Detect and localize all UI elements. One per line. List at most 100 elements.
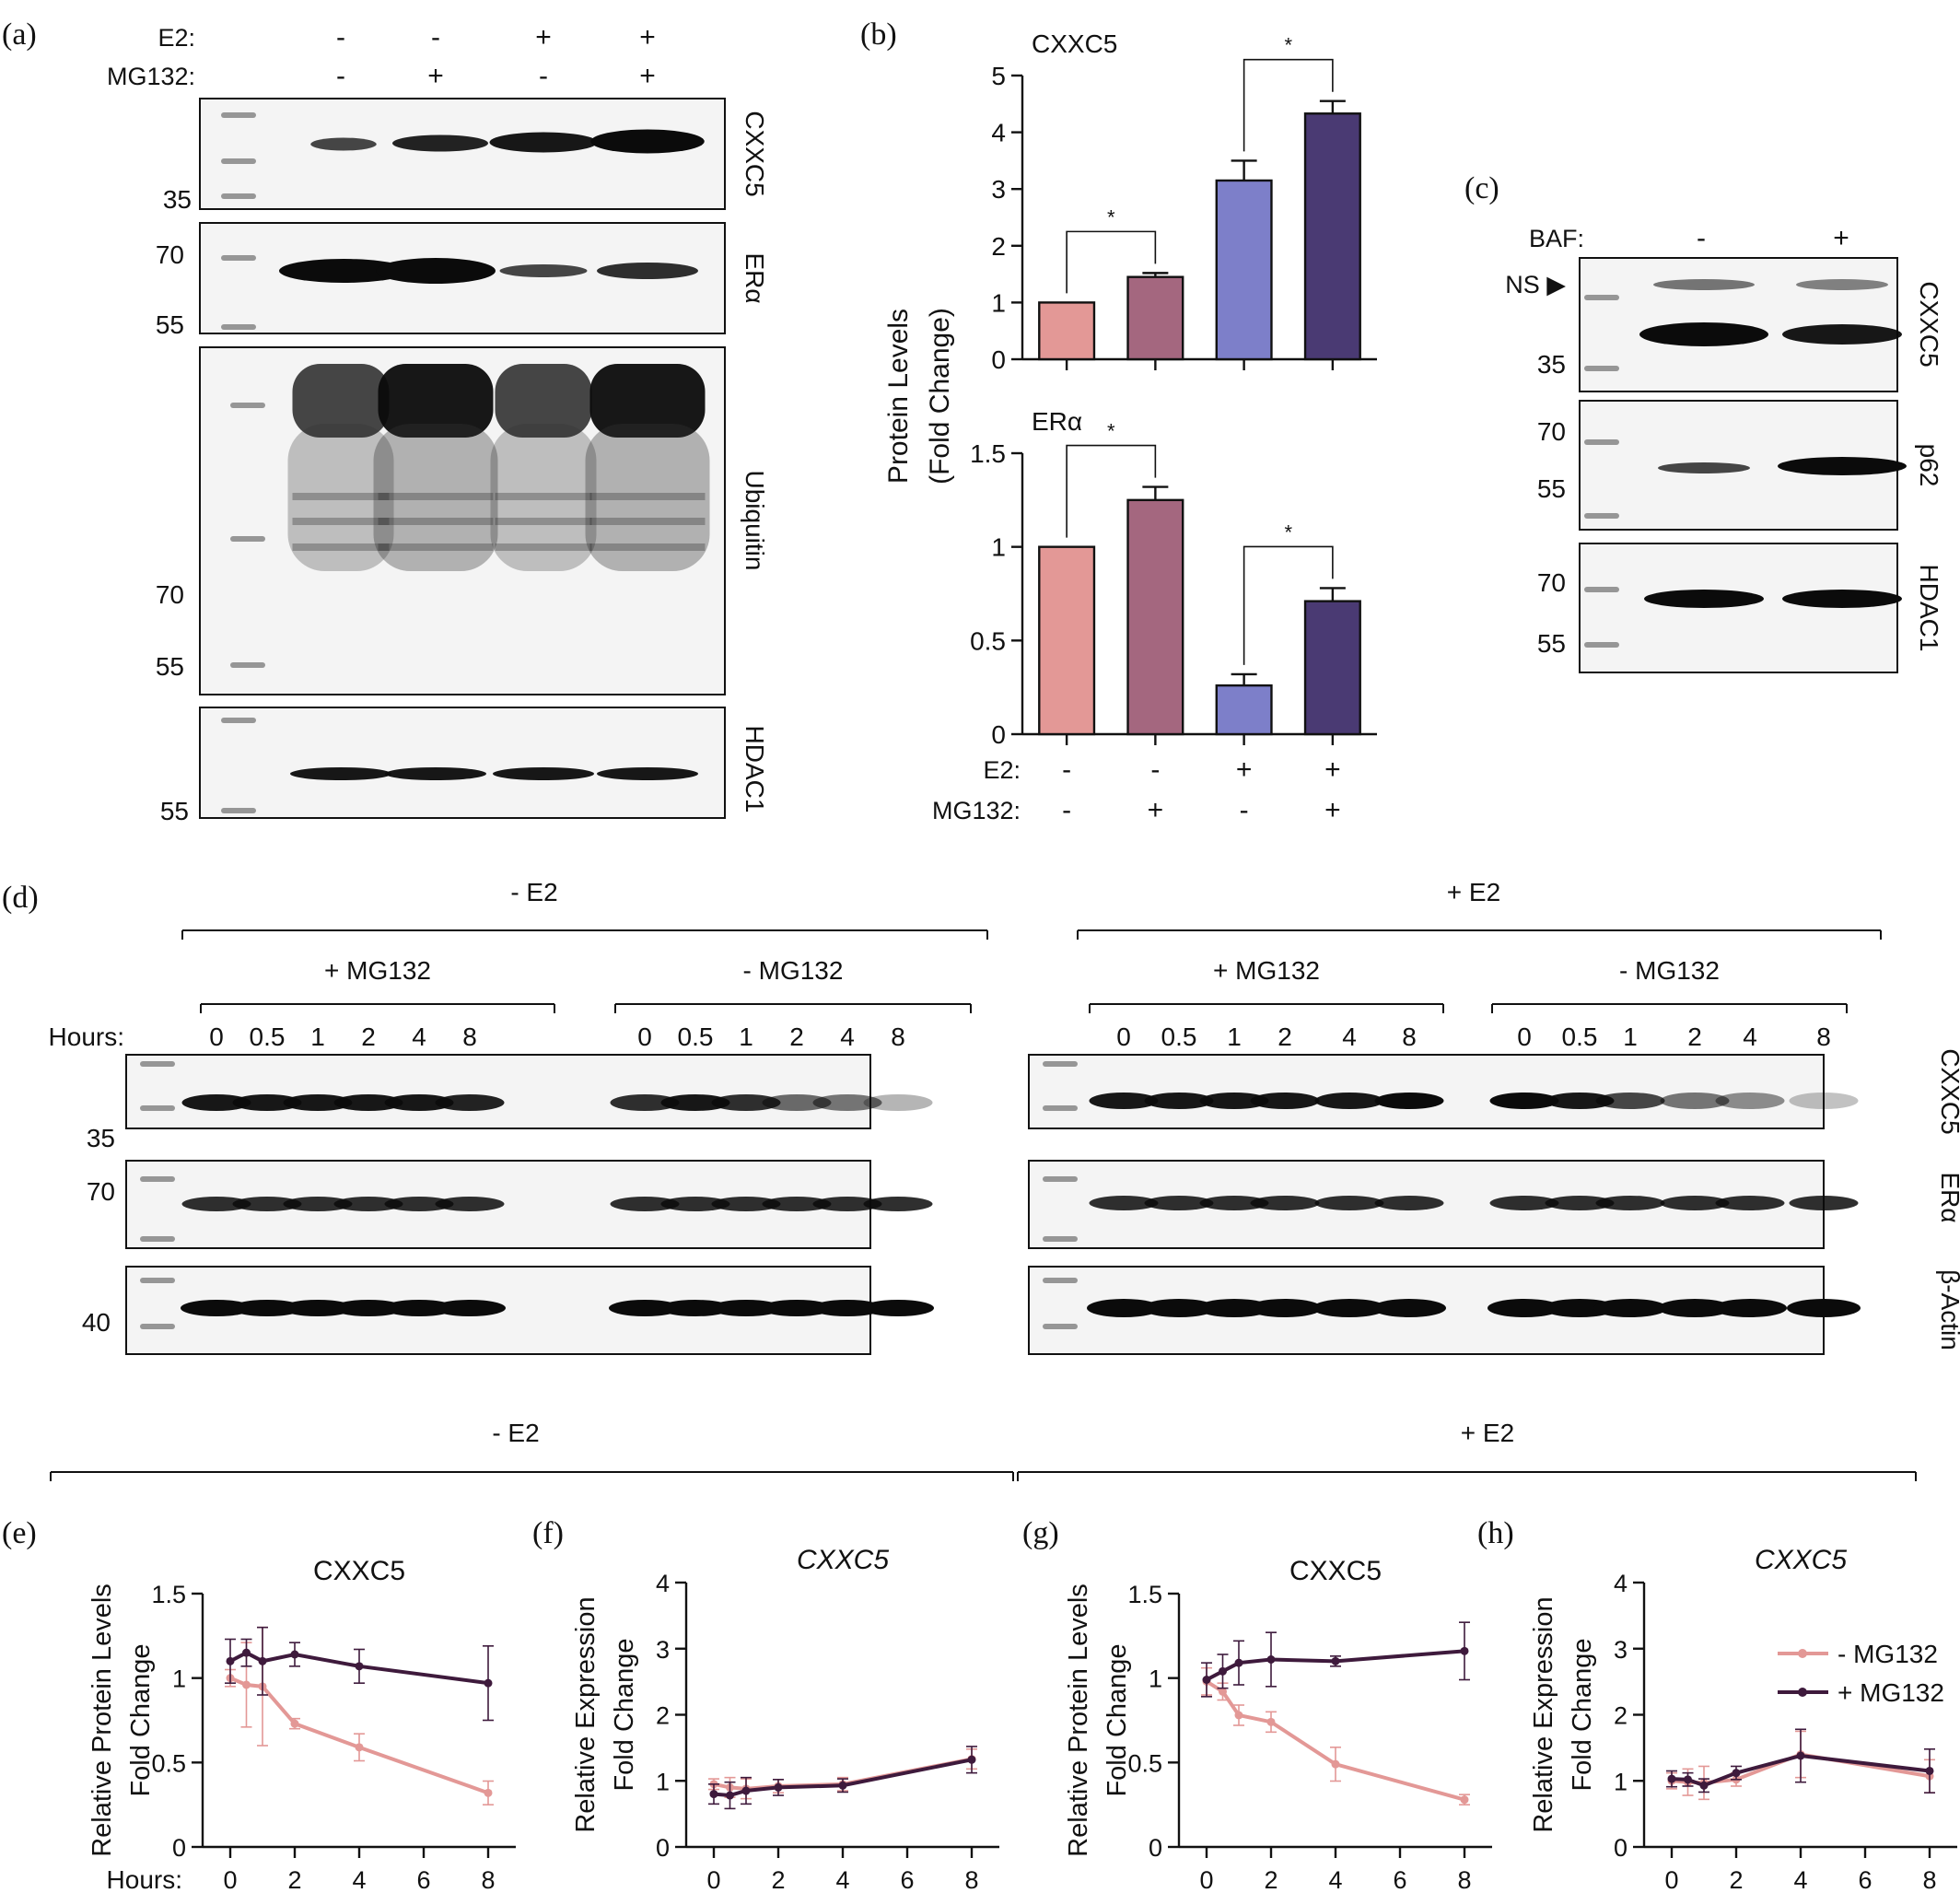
significance-star: * — [1107, 205, 1115, 228]
data-point — [1331, 1759, 1340, 1769]
marker: 55 — [156, 310, 184, 339]
smear-band — [495, 543, 592, 551]
y-tick-label: 3 — [1614, 1636, 1628, 1664]
band — [1660, 1093, 1730, 1109]
band — [1639, 322, 1768, 346]
band — [1087, 1299, 1161, 1317]
treat-label-baf: BAF: — [1529, 225, 1584, 252]
data-point — [774, 1782, 783, 1792]
y-axis-label: Fold Change — [610, 1638, 639, 1791]
hour-tick: 8 — [891, 1022, 905, 1051]
bar — [1303, 112, 1361, 361]
band — [310, 137, 377, 151]
band — [1778, 457, 1907, 475]
ladder-mark — [230, 536, 265, 542]
band — [1787, 1299, 1861, 1317]
band — [762, 1197, 832, 1211]
marker: 70 — [1537, 417, 1566, 446]
hour-tick: 0.5 — [678, 1022, 714, 1051]
band — [1250, 1196, 1320, 1210]
band — [1715, 1093, 1785, 1109]
ladder-mark — [1043, 1324, 1078, 1329]
band — [863, 1094, 933, 1111]
chart-title: CXXC5 — [313, 1556, 405, 1586]
hour-tick: 1 — [739, 1022, 753, 1051]
blot-label: CXXC5 — [741, 111, 769, 196]
panel-letter-d: (d) — [2, 881, 39, 915]
hour-tick: 2 — [1687, 1022, 1702, 1051]
y-tick-label: 1 — [1149, 1665, 1162, 1693]
blot-d-cxxc5 — [1028, 1054, 1825, 1129]
smear — [490, 424, 597, 571]
band — [1144, 1093, 1214, 1109]
ladder-mark — [221, 808, 256, 813]
y-tick-label: 1 — [172, 1665, 186, 1693]
ladder-mark — [1584, 439, 1619, 445]
ladder-mark — [140, 1236, 175, 1242]
hour-tick: 0 — [209, 1022, 224, 1051]
ns-label: NS ▶ — [1505, 271, 1566, 298]
y-axis-label: Fold Change — [126, 1643, 156, 1796]
chart-title: CXXC5 — [797, 1545, 889, 1575]
band — [1658, 1299, 1732, 1317]
data-point — [1234, 1711, 1243, 1720]
data-point — [226, 1656, 235, 1665]
band — [1089, 1196, 1159, 1210]
marker: 55 — [1537, 474, 1566, 503]
band — [489, 132, 598, 153]
y-tick-label: 0 — [991, 345, 1006, 374]
band — [1314, 1093, 1384, 1109]
data-point — [1266, 1655, 1276, 1664]
band — [1595, 1093, 1665, 1109]
marker: 55 — [160, 797, 189, 825]
smear — [589, 364, 706, 438]
data-point — [741, 1786, 751, 1795]
band — [1089, 1093, 1159, 1109]
sign-mg132: - — [336, 61, 345, 91]
y-tick-label: 1 — [1614, 1768, 1628, 1795]
ladder-mark — [221, 193, 256, 199]
x-tick-label: 8 — [1457, 1866, 1471, 1893]
data-point — [1796, 1751, 1805, 1760]
data-point — [1266, 1717, 1276, 1726]
band — [1489, 1093, 1559, 1109]
ladder-mark — [1043, 1236, 1078, 1242]
bar — [1038, 545, 1096, 736]
x-tick-label: 0 — [223, 1866, 237, 1893]
hour-tick: 8 — [462, 1022, 477, 1051]
x-row-sign: + — [1324, 754, 1341, 785]
smear-band — [589, 518, 706, 525]
band — [333, 1197, 403, 1211]
bar — [1126, 498, 1184, 736]
ladder-mark — [221, 158, 256, 164]
ladder-mark — [1584, 587, 1619, 592]
line-chart: 0 1 2 3 4 0 2 4 6 8 CXXC5 Relative Expression Fold C… — [571, 1545, 999, 1893]
band — [710, 1300, 782, 1316]
y-tick-label: 4 — [656, 1570, 670, 1597]
hour-tick: 0.5 — [1161, 1022, 1197, 1051]
y-tick-label: 0 — [656, 1834, 670, 1862]
hour-tick: 1 — [1227, 1022, 1242, 1051]
subgroup-label: + MG132 — [324, 956, 431, 985]
hours-label: Hours: — [49, 1022, 124, 1051]
y-axis-label: Relative Expression — [571, 1596, 601, 1832]
band — [1715, 1196, 1785, 1210]
ladder-mark — [140, 1176, 175, 1182]
x-tick-label: 4 — [835, 1866, 849, 1893]
smear — [378, 364, 494, 438]
band — [609, 1300, 681, 1316]
smear-band — [292, 493, 390, 500]
hour-tick: 0.5 — [250, 1022, 286, 1051]
ladder-mark — [1584, 642, 1619, 648]
bar — [1215, 179, 1273, 361]
panel-letter-g: (g) — [1022, 1516, 1059, 1550]
band — [811, 1300, 883, 1316]
x-tick-label: 0 — [1199, 1866, 1213, 1893]
group-label: - E2 — [492, 1419, 539, 1447]
x-row-sign: + — [1324, 795, 1341, 825]
x-tick-label: 2 — [771, 1866, 785, 1893]
x-tick-label: 0 — [706, 1866, 720, 1893]
band — [384, 1197, 454, 1211]
hour-tick: 0 — [637, 1022, 652, 1051]
